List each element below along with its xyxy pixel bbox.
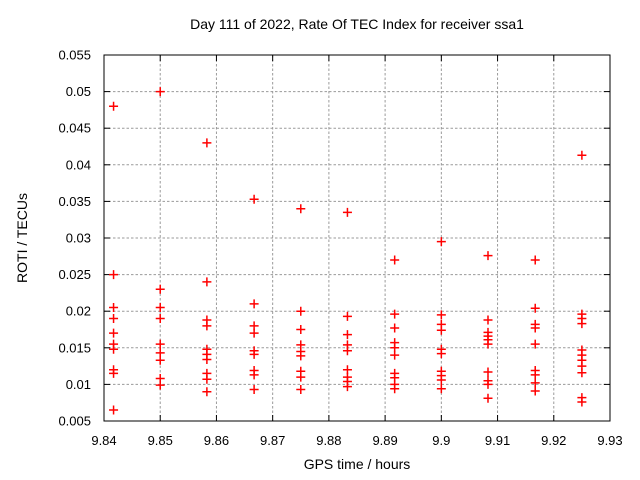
data-point-marker xyxy=(155,314,165,324)
data-point-marker xyxy=(390,350,400,360)
data-point-marker xyxy=(483,367,493,377)
data-point-marker xyxy=(296,385,306,395)
data-point-marker xyxy=(436,310,446,320)
data-point-marker xyxy=(342,207,352,217)
data-point-marker xyxy=(296,306,306,316)
data-point-marker xyxy=(483,251,493,261)
data-point-marker xyxy=(109,270,119,280)
chart-title: Day 111 of 2022, Rate Of TEC Index for r… xyxy=(190,16,524,32)
x-tick-label: 9.9 xyxy=(432,433,450,448)
data-point-marker xyxy=(202,387,212,397)
data-point-marker xyxy=(109,101,119,111)
y-tick-label: 0.05 xyxy=(66,84,91,99)
data-point-marker xyxy=(436,237,446,247)
x-tick-label: 9.85 xyxy=(148,433,173,448)
data-point-marker xyxy=(436,349,446,359)
data-point-marker xyxy=(342,330,352,340)
data-point-marker xyxy=(155,87,165,97)
data-point-marker xyxy=(390,309,400,319)
data-point-marker xyxy=(249,370,259,380)
y-tick-label: 0.005 xyxy=(58,414,91,429)
x-tick-label: 9.92 xyxy=(541,433,566,448)
y-tick-label: 0.02 xyxy=(66,304,91,319)
data-point-marker xyxy=(530,370,540,380)
data-point-marker xyxy=(109,314,119,324)
x-tick-label: 9.84 xyxy=(91,433,116,448)
data-point-marker xyxy=(109,344,119,354)
y-tick-label: 0.035 xyxy=(58,194,91,209)
y-tick-label: 0.03 xyxy=(66,231,91,246)
data-point-marker xyxy=(577,397,587,407)
data-point-marker xyxy=(436,325,446,335)
data-point-marker xyxy=(483,339,493,349)
data-point-marker xyxy=(202,277,212,287)
data-point-marker xyxy=(155,284,165,294)
data-point-marker xyxy=(577,150,587,160)
data-point-marker xyxy=(155,355,165,365)
data-point-marker xyxy=(342,382,352,392)
data-point-marker xyxy=(390,255,400,265)
x-tick-label: 9.88 xyxy=(316,433,341,448)
data-point-marker xyxy=(202,355,212,365)
data-point-marker xyxy=(296,372,306,382)
data-point-marker xyxy=(249,299,259,309)
data-point-marker xyxy=(577,319,587,329)
data-point-marker xyxy=(530,378,540,388)
data-point-marker xyxy=(249,385,259,395)
x-tick-label: 9.91 xyxy=(485,433,510,448)
data-point-marker xyxy=(296,325,306,334)
data-point-marker xyxy=(202,321,212,331)
data-point-marker xyxy=(483,393,493,403)
y-tick-label: 0.025 xyxy=(58,267,91,282)
data-point-marker xyxy=(483,379,493,389)
data-point-marker xyxy=(530,303,540,313)
data-point-marker xyxy=(249,194,259,204)
x-tick-label: 9.86 xyxy=(204,433,229,448)
data-point-marker xyxy=(296,204,306,214)
data-point-marker xyxy=(109,328,119,338)
data-point-marker xyxy=(109,303,119,313)
data-point-marker xyxy=(390,323,400,333)
data-point-marker xyxy=(436,384,446,394)
data-point-marker xyxy=(390,384,400,394)
data-point-marker xyxy=(109,368,119,378)
data-point-marker xyxy=(109,405,119,415)
y-tick-label: 0.01 xyxy=(66,377,91,392)
data-point-marker xyxy=(155,339,165,349)
y-tick-label: 0.045 xyxy=(58,121,91,136)
data-point-marker xyxy=(483,315,493,325)
data-point-marker xyxy=(249,328,259,338)
data-point-marker xyxy=(530,339,540,349)
plot-border xyxy=(103,54,611,422)
data-point-marker xyxy=(202,374,212,384)
data-point-marker xyxy=(155,380,165,390)
x-axis-label: GPS time / hours xyxy=(303,456,411,472)
data-point-marker xyxy=(249,349,259,359)
x-tick-label: 9.87 xyxy=(260,433,285,448)
data-point-marker xyxy=(342,311,352,321)
data-point-marker xyxy=(530,386,540,396)
y-tick-label: 0.055 xyxy=(58,48,91,63)
data-point-marker xyxy=(530,255,540,265)
data-point-marker xyxy=(296,351,306,361)
data-point-marker xyxy=(202,138,212,148)
data-point-marker xyxy=(436,375,446,385)
y-tick-label: 0.04 xyxy=(66,157,91,172)
data-point-marker xyxy=(530,323,540,333)
y-tick-label: 0.015 xyxy=(58,340,91,355)
data-point-marker xyxy=(155,303,165,313)
x-tick-label: 9.89 xyxy=(372,433,397,448)
x-tick-label: 9.93 xyxy=(597,433,622,448)
data-point-marker xyxy=(577,368,587,378)
data-point-marker xyxy=(342,346,352,356)
